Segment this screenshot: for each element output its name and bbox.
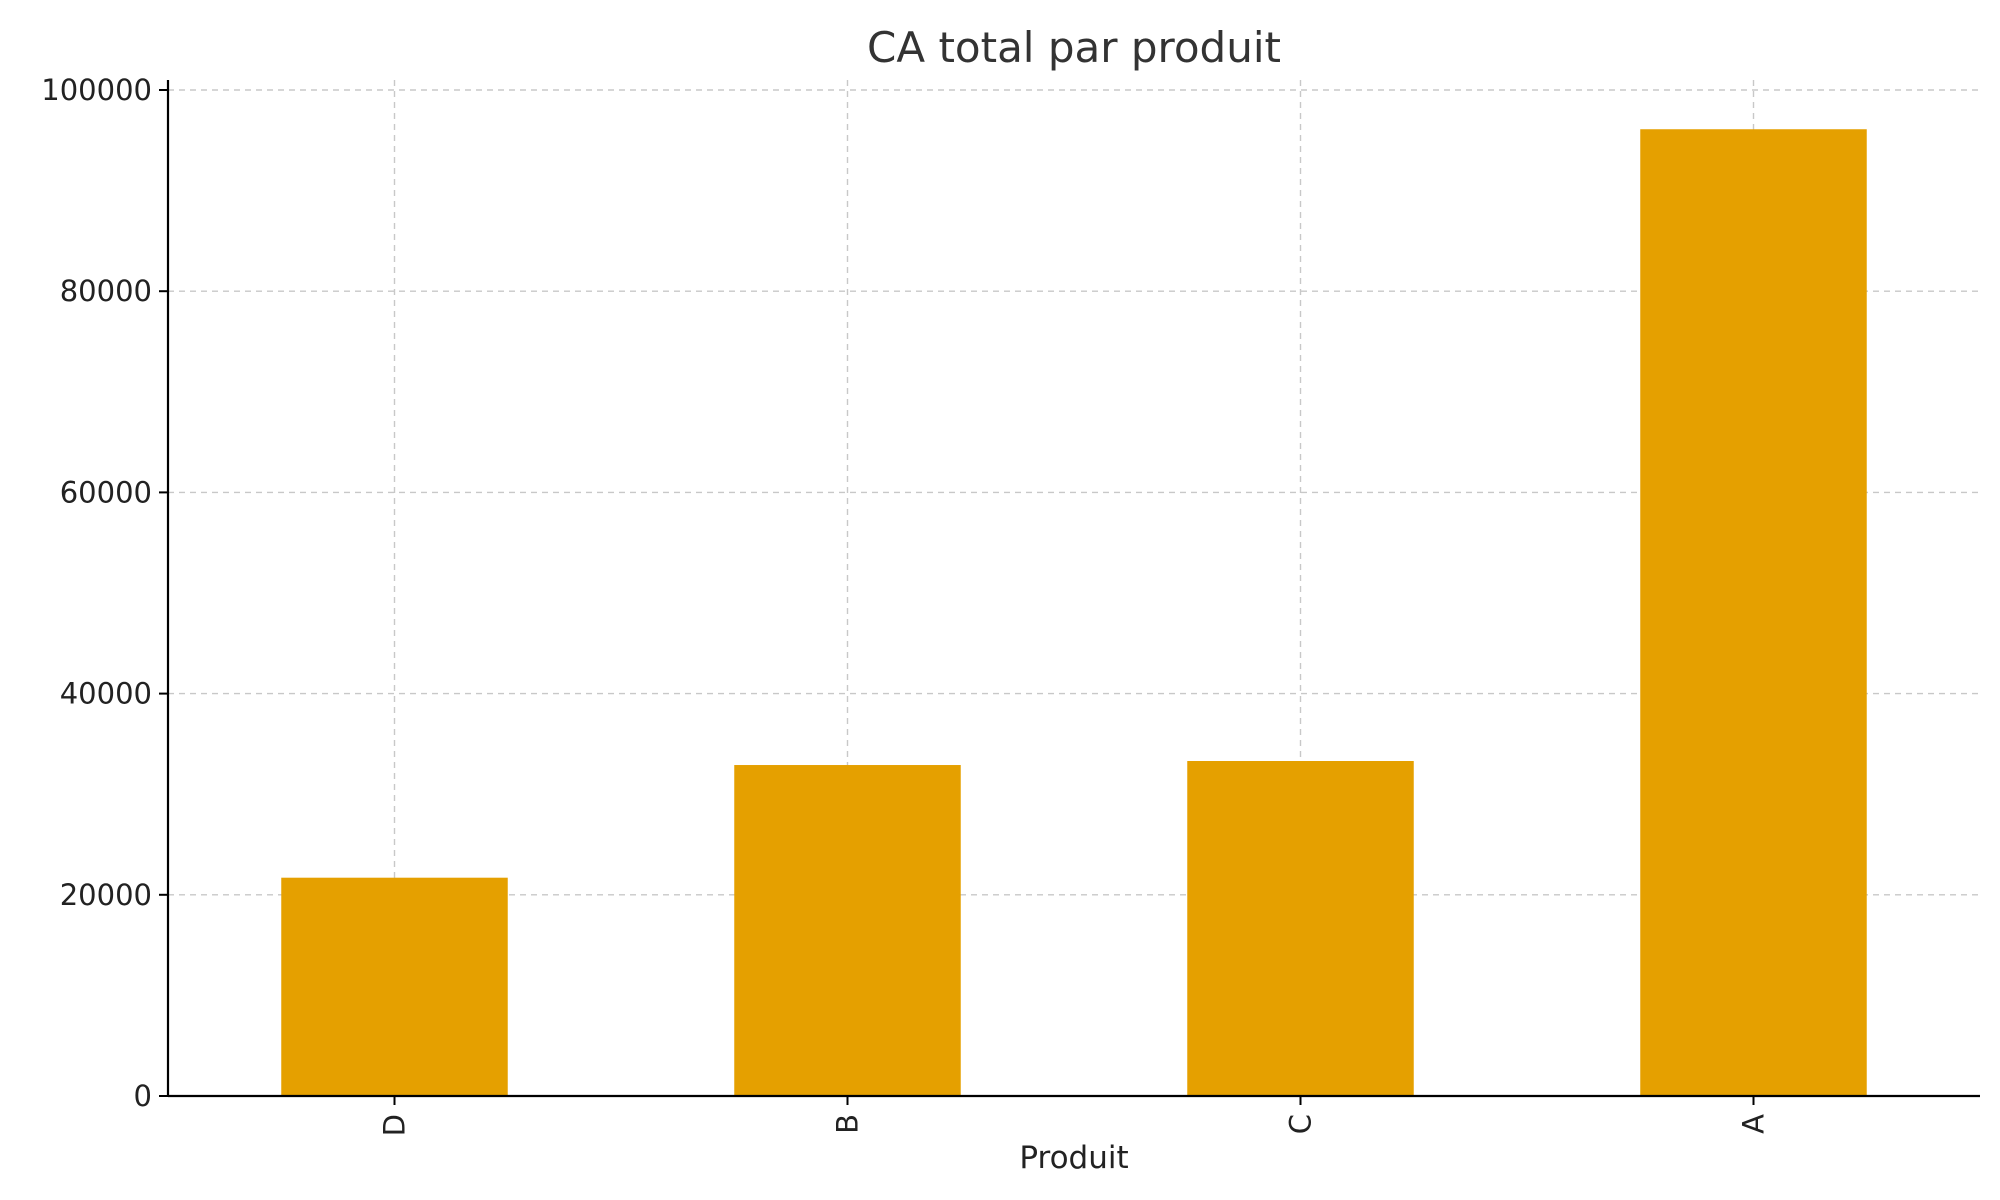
- chart-title: CA total par produit: [867, 23, 1281, 72]
- y-axis-ticks: 0 20000 40000 60000 80000 100000: [41, 73, 168, 1113]
- x-tick-label-A: A: [1737, 1114, 1771, 1134]
- grid-lines: [168, 80, 1980, 1096]
- axes: [166, 80, 1980, 1098]
- y-tick-label-1: 20000: [60, 878, 152, 912]
- y-tick-label-0: 0: [134, 1079, 152, 1113]
- x-tick-label-D: D: [378, 1114, 412, 1136]
- x-axis-label: Produit: [1019, 1140, 1128, 1176]
- bar-A: [1640, 129, 1867, 1096]
- x-tick-label-B: B: [831, 1114, 865, 1134]
- bar-D: [281, 877, 508, 1096]
- x-tick-label-C: C: [1284, 1114, 1318, 1134]
- y-tick-label-4: 80000: [60, 274, 152, 308]
- y-tick-label-3: 60000: [60, 475, 152, 509]
- y-tick-label-2: 40000: [60, 677, 152, 711]
- bar-C: [1187, 761, 1414, 1096]
- bar-B: [734, 765, 961, 1096]
- bars: [281, 129, 1867, 1096]
- y-tick-label-5: 100000: [41, 73, 152, 107]
